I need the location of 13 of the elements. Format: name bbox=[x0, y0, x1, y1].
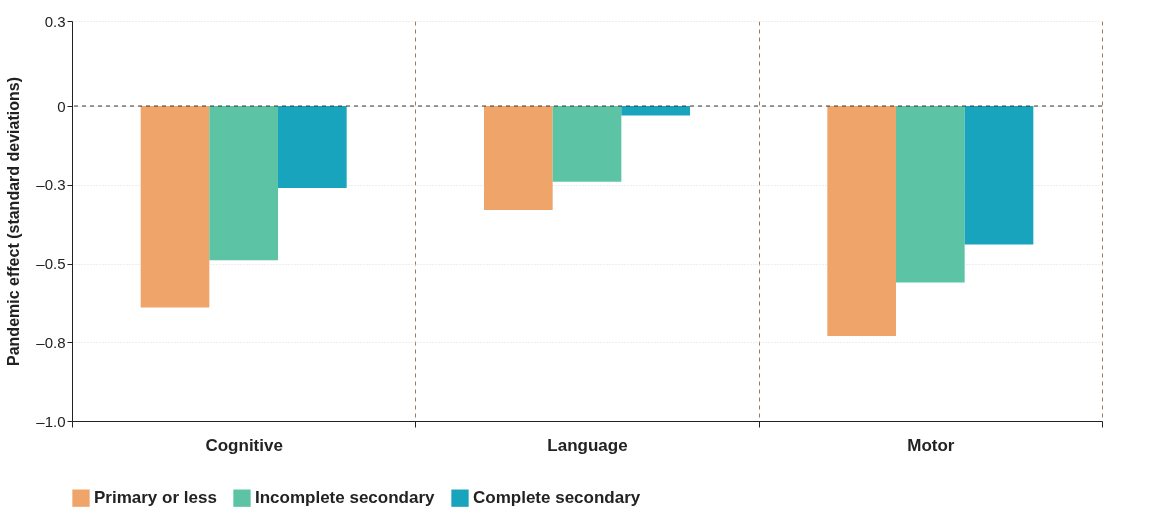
y-tick-label: 0.3 bbox=[44, 12, 66, 30]
y-axis-title: Pandemic effect (standard deviations) bbox=[5, 77, 23, 366]
legend-label: Incomplete secondary bbox=[255, 488, 436, 508]
legend-label: Complete secondary bbox=[473, 488, 641, 508]
y-tick-label: –1.0 bbox=[36, 412, 66, 430]
x-tick-label: Cognitive bbox=[205, 435, 283, 455]
x-tick-label: Language bbox=[547, 435, 628, 455]
y-tick-label: –0.5 bbox=[36, 255, 66, 273]
y-tick-label: 0 bbox=[57, 97, 66, 115]
y-tick-label: –0.3 bbox=[36, 176, 66, 194]
y-tick-label: –0.8 bbox=[36, 333, 66, 351]
x-tick-label: Motor bbox=[907, 435, 955, 455]
legend-label: Primary or less bbox=[94, 488, 217, 508]
